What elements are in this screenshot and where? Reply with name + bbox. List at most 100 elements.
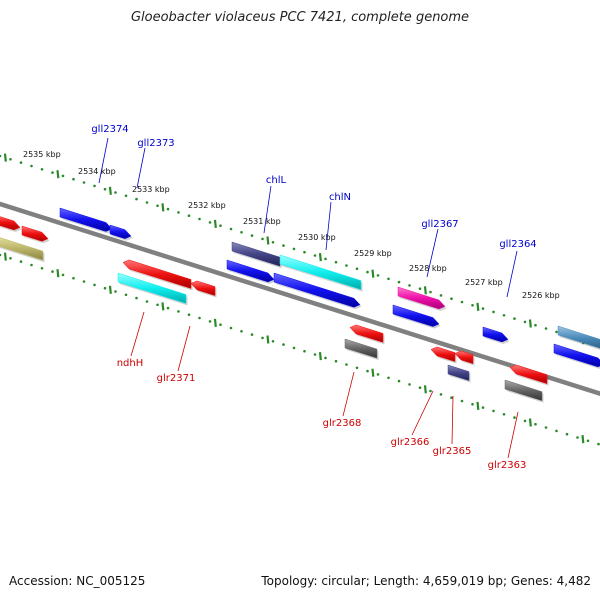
scale-dot <box>481 406 485 409</box>
label-leader <box>342 371 355 417</box>
scale-tick <box>528 418 532 427</box>
gene-arrow <box>557 325 600 349</box>
scale-label: 2529 kbp <box>354 249 392 258</box>
gene-arrow <box>279 254 362 290</box>
gene-features <box>0 207 600 403</box>
scale-dot <box>198 217 201 221</box>
scale-dot <box>555 429 558 433</box>
scale-dot <box>145 300 149 303</box>
gene-arrow <box>430 346 456 362</box>
scale-dot <box>576 436 579 439</box>
gene-arrow <box>454 350 474 365</box>
scale-labels: 2535 kbp 2534 kbp 2533 kbp 2532 kbp 2531 kbp… <box>23 150 560 300</box>
scale-dot <box>250 234 254 237</box>
scale-tick <box>528 319 532 328</box>
scale-dot <box>313 353 317 356</box>
gene-label: glr2363 <box>488 460 527 471</box>
scale-dot <box>103 187 107 191</box>
scale-dot <box>418 287 422 291</box>
scale-label: 2530 kbp <box>298 233 336 242</box>
gene-arrow <box>109 224 132 239</box>
scale-dot <box>166 207 170 211</box>
gene-label: gll2364 <box>499 239 536 250</box>
scale-dot <box>19 260 23 263</box>
scale-dot <box>51 270 54 273</box>
scale-label: 2535 kbp <box>23 150 61 159</box>
gene-arrow <box>226 259 275 283</box>
scale-tick <box>161 203 165 212</box>
scale-dot <box>471 403 474 406</box>
scale-dot <box>177 310 180 313</box>
scale-dot <box>250 333 254 336</box>
label-leader-lines <box>98 137 519 459</box>
scale-dot <box>597 442 600 446</box>
gene-arrow <box>392 304 440 327</box>
scale-tick <box>266 236 270 245</box>
gene-label: glr2368 <box>323 418 362 429</box>
scale-tick <box>266 335 270 344</box>
label-leader <box>426 228 439 278</box>
scale-dot <box>0 154 2 158</box>
gene-arrow <box>0 216 21 231</box>
scale-tick <box>371 269 375 278</box>
scale-dot <box>345 363 348 366</box>
scale-dot <box>198 316 201 320</box>
scale-dot <box>397 379 401 383</box>
gene-label: chlN <box>329 192 351 203</box>
scale-label: 2526 kbp <box>522 291 560 300</box>
gene-arrow <box>553 343 600 368</box>
gene-arrow <box>504 379 543 402</box>
scale-label: 2532 kbp <box>188 201 226 210</box>
label-leader <box>136 147 146 189</box>
gene-arrow <box>21 225 49 242</box>
gene-arrow <box>122 259 192 289</box>
scale-dot <box>51 171 54 174</box>
scale-dot <box>492 409 495 413</box>
scale-tick <box>423 385 427 394</box>
scale-tick <box>56 170 60 179</box>
label-leader <box>263 185 272 234</box>
scale-dot <box>513 317 516 320</box>
scale-tick <box>56 269 60 278</box>
scale-dot <box>439 294 443 297</box>
gene-arrow <box>0 237 44 261</box>
scale-dot <box>492 310 495 314</box>
scale-dot <box>135 197 138 201</box>
scale-dot <box>387 376 390 380</box>
scale-dot <box>82 280 86 283</box>
scale-dot <box>124 194 128 198</box>
scale-dot <box>429 290 432 294</box>
scale-dot <box>82 181 86 184</box>
scale-dot <box>177 211 180 214</box>
scale-dot <box>145 201 149 204</box>
scale-dot <box>523 320 527 324</box>
scale-dot <box>376 274 380 277</box>
gene-label: glr2371 <box>157 373 196 384</box>
scale-tick <box>318 351 322 361</box>
gene-arrow <box>231 241 281 267</box>
label-leader <box>411 390 434 436</box>
scale-dot <box>544 327 548 330</box>
scale-dot <box>19 161 23 164</box>
gene-label: gll2374 <box>91 124 128 135</box>
scale-dot <box>114 290 117 293</box>
scale-dot <box>523 419 527 423</box>
gene-arrow <box>273 272 361 308</box>
gene-label: glr2366 <box>391 437 430 448</box>
scale-dot <box>114 191 117 194</box>
backbone-line <box>0 201 600 396</box>
label-leader <box>130 311 145 357</box>
scale-dot <box>30 164 33 168</box>
gene-arrow <box>397 286 446 310</box>
scale-dot <box>334 359 338 363</box>
scale-dot <box>502 314 506 317</box>
scale-dot <box>460 300 464 304</box>
scale-dot <box>303 349 306 353</box>
scale-dot <box>208 221 212 224</box>
scale-dot <box>334 260 338 264</box>
gene-arrow <box>190 280 216 296</box>
scale-tick <box>476 401 480 411</box>
scale-dot <box>240 330 243 333</box>
scale-dot <box>429 389 432 393</box>
